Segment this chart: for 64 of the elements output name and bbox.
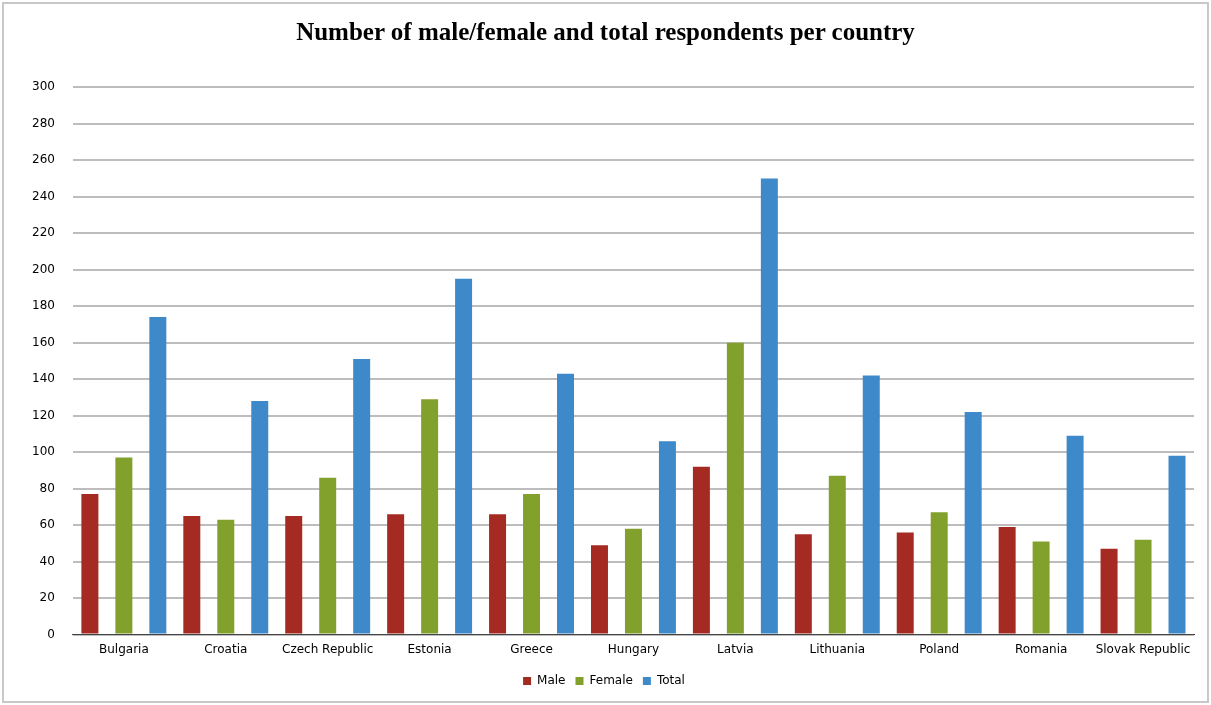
x-tick-label: Romania xyxy=(1014,641,1068,656)
bar xyxy=(557,373,574,634)
bar xyxy=(251,401,269,634)
bar xyxy=(1100,548,1118,634)
y-tick-label: 120 xyxy=(32,407,55,422)
bar xyxy=(624,528,642,634)
legend-label: Total xyxy=(655,673,685,688)
y-tick-label: 80 xyxy=(39,480,55,495)
bar xyxy=(930,512,948,634)
bar xyxy=(319,477,337,634)
y-tick-label: 280 xyxy=(32,115,55,130)
y-tick-label: 100 xyxy=(32,444,55,459)
x-tick-label: Hungary xyxy=(607,641,660,656)
y-tick-label: 240 xyxy=(32,188,55,203)
y-tick-label: 20 xyxy=(39,590,55,605)
bar xyxy=(421,399,439,634)
y-tick-label: 0 xyxy=(47,626,55,641)
bar xyxy=(455,278,473,634)
x-tick-label: Slovak Republic xyxy=(1095,641,1191,656)
y-tick-label: 40 xyxy=(39,553,55,568)
y-tick-label: 140 xyxy=(32,371,55,386)
bar xyxy=(692,466,710,634)
bar xyxy=(387,514,405,634)
bar xyxy=(1134,539,1152,634)
bar xyxy=(1168,455,1186,634)
bar xyxy=(998,526,1016,634)
bar xyxy=(523,494,541,634)
bar xyxy=(862,375,880,634)
x-tick-label: Bulgaria xyxy=(98,641,149,656)
chart-title: Number of male/female and total respondents per country xyxy=(295,18,916,46)
bar xyxy=(726,342,744,634)
y-tick-label: 160 xyxy=(32,334,55,349)
x-tick-label: Poland xyxy=(919,641,960,656)
y-tick-label: 220 xyxy=(32,225,55,240)
y-tick-label: 180 xyxy=(32,298,55,313)
bar xyxy=(115,457,133,634)
bar xyxy=(149,317,167,634)
y-tick-label: 300 xyxy=(32,79,55,94)
bar xyxy=(81,494,99,634)
bar xyxy=(1066,435,1084,634)
bar xyxy=(183,516,201,634)
bar xyxy=(964,411,982,634)
x-tick-label: Estonia xyxy=(407,641,452,656)
bar xyxy=(760,178,778,634)
x-tick-label: Croatia xyxy=(204,641,248,656)
x-tick-label: Lithuania xyxy=(809,641,866,656)
bar xyxy=(489,514,507,634)
legend-label: Male xyxy=(537,673,566,688)
x-tick-label: Latvia xyxy=(717,641,754,656)
bar xyxy=(794,534,812,634)
bar xyxy=(217,519,235,634)
bar xyxy=(658,441,676,634)
y-tick-label: 260 xyxy=(32,152,55,167)
bar xyxy=(896,532,914,634)
bar xyxy=(590,545,608,634)
bar xyxy=(828,475,846,634)
x-tick-label: Greece xyxy=(510,641,553,656)
x-tick-label: Czech Republic xyxy=(282,641,374,656)
bar xyxy=(285,516,303,634)
bar xyxy=(353,359,371,634)
bar xyxy=(1032,541,1050,634)
y-tick-label: 60 xyxy=(39,517,55,532)
y-tick-label: 200 xyxy=(32,261,55,276)
legend-label: Female xyxy=(589,673,633,688)
